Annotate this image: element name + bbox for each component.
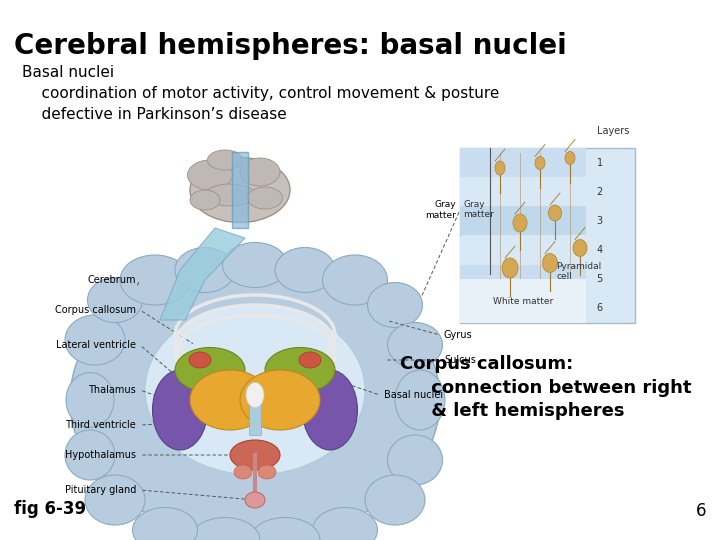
Ellipse shape xyxy=(66,373,114,428)
Ellipse shape xyxy=(153,370,207,450)
Ellipse shape xyxy=(265,348,335,393)
Ellipse shape xyxy=(70,260,440,540)
Ellipse shape xyxy=(230,440,280,470)
Bar xyxy=(460,235,586,265)
Ellipse shape xyxy=(240,158,280,186)
Ellipse shape xyxy=(535,157,545,170)
Ellipse shape xyxy=(365,475,425,525)
Text: Basal nuclei: Basal nuclei xyxy=(384,390,443,400)
Text: 3: 3 xyxy=(596,216,603,226)
Ellipse shape xyxy=(132,508,197,540)
Bar xyxy=(460,177,586,206)
Text: 1: 1 xyxy=(596,158,603,167)
Ellipse shape xyxy=(190,517,260,540)
Ellipse shape xyxy=(207,150,243,170)
Ellipse shape xyxy=(234,465,252,479)
Ellipse shape xyxy=(190,370,270,430)
Text: fig 6-39: fig 6-39 xyxy=(14,500,86,518)
Text: 6: 6 xyxy=(696,502,706,520)
Text: Hypothalamus: Hypothalamus xyxy=(65,450,136,460)
Ellipse shape xyxy=(189,352,211,368)
Text: Pituitary gland: Pituitary gland xyxy=(65,485,136,495)
Ellipse shape xyxy=(190,158,290,222)
Bar xyxy=(460,148,586,177)
Ellipse shape xyxy=(250,517,320,540)
Text: Third ventricle: Third ventricle xyxy=(66,420,136,430)
Ellipse shape xyxy=(175,348,245,393)
Ellipse shape xyxy=(88,278,143,322)
Text: 2: 2 xyxy=(596,187,603,197)
Ellipse shape xyxy=(387,435,443,485)
Ellipse shape xyxy=(549,205,562,221)
Bar xyxy=(460,265,586,294)
Bar xyxy=(460,294,586,323)
Ellipse shape xyxy=(395,370,445,430)
Ellipse shape xyxy=(565,152,575,165)
Ellipse shape xyxy=(502,258,518,278)
Text: Corpus callosum: Corpus callosum xyxy=(55,305,136,315)
Polygon shape xyxy=(232,152,248,228)
Text: Cerebral hemispheres: basal nuclei: Cerebral hemispheres: basal nuclei xyxy=(14,32,567,60)
Ellipse shape xyxy=(299,352,321,368)
Ellipse shape xyxy=(120,255,190,305)
Ellipse shape xyxy=(245,492,265,508)
Text: Sulcus: Sulcus xyxy=(444,355,476,365)
Ellipse shape xyxy=(542,253,557,273)
Ellipse shape xyxy=(205,184,255,206)
Bar xyxy=(460,206,586,235)
Ellipse shape xyxy=(240,370,320,430)
Ellipse shape xyxy=(323,255,387,305)
Ellipse shape xyxy=(222,242,287,287)
Bar xyxy=(249,385,261,435)
Text: Corpus callosum:
     connection between right
     & left hemispheres: Corpus callosum: connection between righ… xyxy=(400,355,691,420)
Ellipse shape xyxy=(248,187,282,209)
Ellipse shape xyxy=(65,315,125,365)
Ellipse shape xyxy=(187,160,233,190)
Text: Lateral ventricle: Lateral ventricle xyxy=(56,340,136,350)
Text: 4: 4 xyxy=(596,245,603,255)
Text: Pyramidal
cell: Pyramidal cell xyxy=(557,262,601,281)
Ellipse shape xyxy=(312,508,377,540)
Text: White matter: White matter xyxy=(493,298,553,307)
Text: 6: 6 xyxy=(596,303,603,313)
Polygon shape xyxy=(160,228,245,320)
Text: Gray
matter: Gray matter xyxy=(463,200,494,219)
Ellipse shape xyxy=(85,475,145,525)
Ellipse shape xyxy=(258,465,276,479)
Ellipse shape xyxy=(65,430,115,480)
Ellipse shape xyxy=(275,247,335,293)
FancyBboxPatch shape xyxy=(460,148,635,323)
Text: Basal nuclei
    coordination of motor activity, control movement & posture
    : Basal nuclei coordination of motor activ… xyxy=(22,65,500,122)
Ellipse shape xyxy=(246,382,264,408)
Ellipse shape xyxy=(302,370,358,450)
Text: Gray
matter: Gray matter xyxy=(425,200,456,220)
Ellipse shape xyxy=(513,214,527,232)
Ellipse shape xyxy=(175,247,235,293)
Ellipse shape xyxy=(387,322,443,368)
Text: 5: 5 xyxy=(596,274,603,284)
Text: Layers: Layers xyxy=(596,126,629,136)
Bar xyxy=(460,279,586,323)
Text: Cerebrum: Cerebrum xyxy=(88,275,136,285)
Ellipse shape xyxy=(145,305,365,475)
Ellipse shape xyxy=(495,161,505,175)
Ellipse shape xyxy=(367,282,423,327)
Text: Thalamus: Thalamus xyxy=(89,385,136,395)
Ellipse shape xyxy=(190,190,220,210)
Ellipse shape xyxy=(573,240,587,256)
Text: Gyrus: Gyrus xyxy=(444,330,472,340)
